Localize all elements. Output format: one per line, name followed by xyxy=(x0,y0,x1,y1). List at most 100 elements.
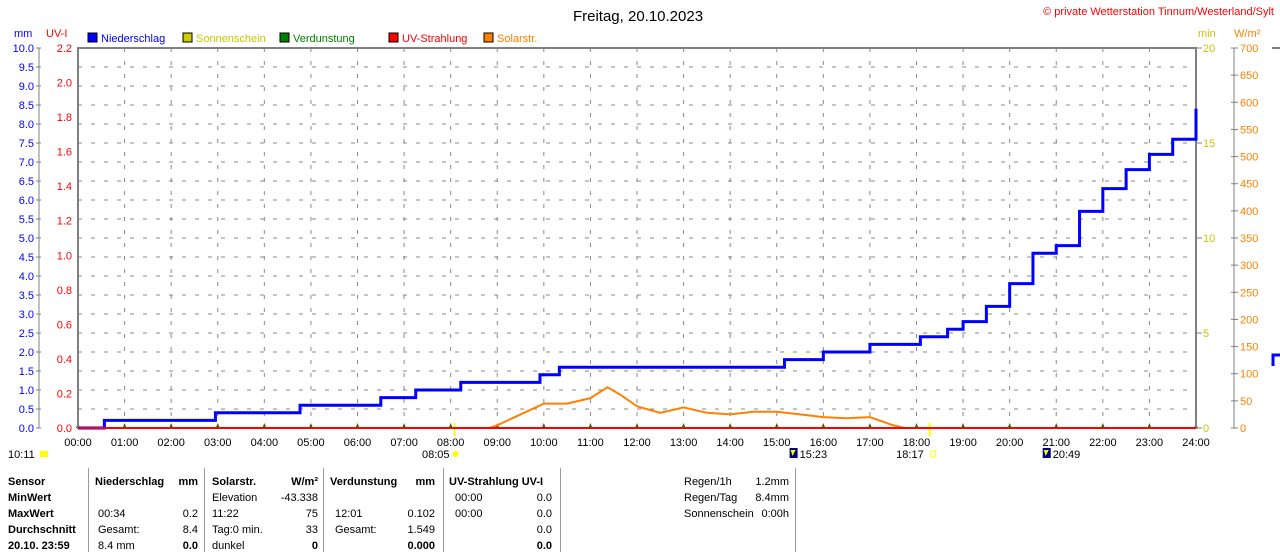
verdunstung-marker xyxy=(635,423,639,428)
mm-tick-label: 1.5 xyxy=(19,366,34,378)
legend: Niederschlag Sonnenschein Verdunstung UV-St… xyxy=(87,32,537,45)
solar-tick-label: 350 xyxy=(1240,233,1258,245)
table-cell: 0.0 xyxy=(536,508,552,520)
table-header: mm xyxy=(415,476,435,488)
table-cell: Elevation xyxy=(212,492,258,504)
daylength-label: 10:11 xyxy=(8,449,35,461)
solar-tick-label: 50 xyxy=(1240,396,1252,408)
verdunstung-marker xyxy=(681,423,686,428)
x-tick-label: 17:00 xyxy=(856,437,884,449)
summary-label: Regen/1h xyxy=(684,476,732,488)
x-tick-label: 16:00 xyxy=(810,437,838,449)
mm-tick-label: 7.0 xyxy=(19,157,34,169)
chart: Freitag, 20.10.2023 © private Wetterstat… xyxy=(8,6,1280,461)
table-divider xyxy=(443,468,444,552)
solar-tick-label: 400 xyxy=(1240,206,1258,218)
solar-tick-label: 700 xyxy=(1240,43,1258,55)
min-tick-label: 0 xyxy=(1203,423,1209,435)
moon-label: 20:49 xyxy=(1053,449,1081,461)
solar-tick-label: 550 xyxy=(1240,124,1258,136)
min-tick-label: 15 xyxy=(1203,138,1215,150)
table-cell: 00:34 xyxy=(98,508,126,520)
uv-tick-label: 0.0 xyxy=(57,423,72,435)
x-tick-label: 22:00 xyxy=(1089,437,1117,449)
summary-label: Sonnenschein xyxy=(684,508,754,520)
solar-tick-label: 650 xyxy=(1240,70,1258,82)
mm-tick-label: 8.5 xyxy=(19,100,34,112)
series-solarstr xyxy=(489,386,906,429)
verdunstung-marker xyxy=(541,423,546,428)
mm-tick-label: 9.5 xyxy=(19,62,34,74)
sunrise-label: 08:05 xyxy=(422,449,450,461)
axis-unit-mm: mm xyxy=(14,28,32,40)
legend-label: UV-Strahlung xyxy=(402,33,467,45)
table-cell: 11:22 xyxy=(212,508,239,520)
mm-tick-label: 5.0 xyxy=(19,233,34,245)
mm-tick-label: 4.0 xyxy=(19,271,34,283)
verdunstung-marker xyxy=(448,423,453,428)
x-tick-label: 19:00 xyxy=(949,437,977,449)
mm-tick-label: 1.0 xyxy=(19,385,34,397)
legend-label: Verdunstung xyxy=(293,33,355,45)
table-header: Solarstr. xyxy=(212,476,257,488)
x-tick-label: 00:00 xyxy=(64,437,92,449)
table-row-label: 20.10. 23:59 xyxy=(8,540,70,552)
table-cell: 0.0 xyxy=(536,524,552,536)
table-header: W/m² xyxy=(291,476,318,488)
x-tick-label: 23:00 xyxy=(1136,437,1164,449)
verdunstung-marker xyxy=(961,423,966,428)
table-divider xyxy=(323,468,324,552)
legend-swatch xyxy=(483,32,494,43)
solar-tick-label: 450 xyxy=(1240,179,1258,191)
verdunstung-marker xyxy=(1007,423,1012,428)
axis-unit-min: min xyxy=(1198,28,1216,40)
x-tick-label: 14:00 xyxy=(716,437,744,449)
x-tick-label: 04:00 xyxy=(251,437,279,449)
verdunstung-marker xyxy=(262,423,267,428)
verdunstung-marker xyxy=(588,423,593,428)
sunset-icon xyxy=(930,450,937,458)
table-cell: Tag:0 min. xyxy=(212,524,263,536)
table-divider xyxy=(204,468,205,552)
legend-swatch xyxy=(182,32,193,43)
uv-tick-label: 0.6 xyxy=(57,319,72,331)
x-tick-label: 05:00 xyxy=(297,437,325,449)
legend-label: Sonnenschein xyxy=(196,33,266,45)
verdunstung-marker xyxy=(1147,423,1152,428)
uv-tick-label: 0.8 xyxy=(57,285,72,297)
uv-tick-label: 1.4 xyxy=(57,181,72,193)
mm-tick-label: 5.5 xyxy=(19,214,34,226)
mm-tick-label: 4.5 xyxy=(19,252,34,264)
table-cell: 0.0 xyxy=(182,540,198,552)
table-cell: -43.338 xyxy=(280,492,318,504)
verdunstung-marker xyxy=(308,423,313,428)
mm-tick-label: 0.5 xyxy=(19,404,34,416)
summary-label: Regen/Tag xyxy=(684,492,738,504)
axis-unit-solar: W/m² xyxy=(1234,28,1261,40)
x-tick-label: 24:00 xyxy=(1182,437,1210,449)
table-cell: 75 xyxy=(305,508,318,520)
uv-tick-label: 1.0 xyxy=(57,250,72,262)
axis-unit-uv: UV-I xyxy=(46,28,67,40)
x-tick-label: 12:00 xyxy=(623,437,651,449)
solar-tick-label: 300 xyxy=(1240,260,1258,272)
mm-tick-label: 6.5 xyxy=(19,176,34,188)
table-header: UV-Strahlung UV-I xyxy=(449,476,544,488)
solar-tick-label: 200 xyxy=(1240,314,1258,326)
mm-tick-label: 7.5 xyxy=(19,138,34,150)
x-tick-label: 08:00 xyxy=(437,437,465,449)
table-cell: 8.4 xyxy=(182,524,198,536)
solar-tick-label: 500 xyxy=(1240,152,1258,164)
x-tick-label: 06:00 xyxy=(344,437,372,449)
sun-icon xyxy=(40,451,48,457)
verdunstung-marker xyxy=(774,423,779,428)
moon-phase-icon xyxy=(790,450,796,456)
series-niederschlag xyxy=(78,108,1198,430)
x-tick-label: 01:00 xyxy=(111,437,139,449)
uv-tick-label: 1.8 xyxy=(57,112,72,124)
neighbour-series xyxy=(1271,353,1280,366)
table-header: Sensor xyxy=(8,476,46,488)
sunset-label: 18:17 xyxy=(896,449,924,461)
uv-tick-label: 1.6 xyxy=(57,147,72,159)
